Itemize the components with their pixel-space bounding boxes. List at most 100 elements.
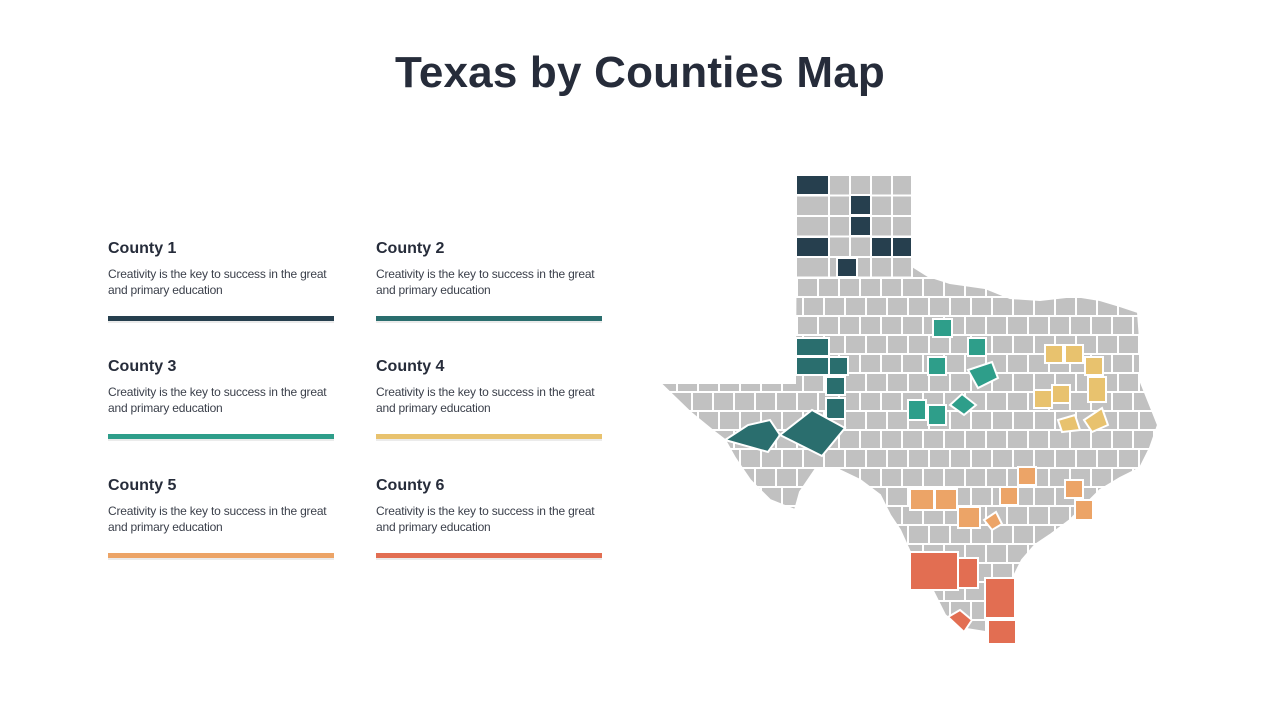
- county-cell: [1132, 543, 1155, 564]
- county-cell: [1111, 581, 1134, 602]
- page-title: Texas by Counties Map: [395, 48, 885, 97]
- county-cell: [1117, 600, 1140, 621]
- county-cell: [760, 524, 783, 545]
- county-cell: [676, 486, 699, 507]
- highlighted-county: [795, 356, 830, 376]
- county-cell: [718, 296, 741, 317]
- county-cell: [660, 334, 678, 355]
- county-cell: [1138, 638, 1158, 645]
- county-cell: [928, 638, 951, 645]
- county-cell: [907, 638, 930, 645]
- county-cell: [676, 524, 699, 545]
- legend-description: Creativity is the key to success in the …: [108, 267, 327, 297]
- county-cell: [1133, 658, 1154, 660]
- county-cell: [650, 658, 671, 660]
- county-cell: [760, 296, 783, 317]
- county-cell: [1117, 562, 1140, 583]
- legend-item-county-1: County 1 Creativity is the key to succes…: [108, 240, 334, 323]
- county-cell: [754, 581, 777, 602]
- county-cell: [838, 543, 861, 564]
- county-cell: [1160, 297, 1180, 316]
- county-cell: [1006, 277, 1029, 298]
- county-cell: [760, 638, 783, 645]
- county-cell: [660, 562, 678, 583]
- county-cell: [1138, 600, 1158, 621]
- county-cell: [739, 638, 762, 645]
- highlighted-county: [836, 257, 858, 278]
- county-cell: [712, 619, 735, 640]
- county-cell: [691, 581, 714, 602]
- county-cell: [734, 658, 755, 660]
- county-cell: [697, 296, 720, 317]
- county-cell: [1075, 562, 1098, 583]
- county-cell: [839, 658, 860, 660]
- county-cell: [670, 429, 693, 450]
- county-cell: [1054, 562, 1077, 583]
- county-cell: [1012, 600, 1035, 621]
- highlighted-county: [982, 510, 1004, 532]
- county-cell: [1090, 505, 1113, 526]
- county-cell: [660, 429, 672, 450]
- county-cell: [697, 486, 720, 507]
- highlighted-county: [849, 194, 872, 216]
- county-cell: [760, 562, 783, 583]
- county-cell: [712, 467, 735, 488]
- county-cell: [1033, 600, 1056, 621]
- county-cell: [923, 658, 944, 660]
- county-cell: [670, 581, 693, 602]
- county-cell: [718, 638, 741, 645]
- highlighted-county: [984, 577, 1016, 619]
- county-cell: [1033, 638, 1056, 645]
- county-cell: [1153, 581, 1158, 602]
- county-cell: [739, 486, 762, 507]
- county-cell: [1112, 658, 1133, 660]
- county-cell: [1111, 543, 1134, 564]
- county-cell: [670, 277, 693, 298]
- legend-title: County 5: [108, 477, 177, 494]
- county-cell: [1111, 505, 1134, 526]
- county-cell: [865, 524, 888, 545]
- county-cell: [713, 658, 734, 660]
- county-cell: [676, 334, 699, 355]
- county-cell: [775, 581, 798, 602]
- county-cell: [1090, 277, 1113, 298]
- county-cell: [691, 429, 714, 450]
- county-cell: [802, 600, 825, 621]
- county-cell: [823, 600, 846, 621]
- highlighted-county: [849, 215, 872, 237]
- county-cell: [838, 619, 861, 640]
- county-cell: [781, 600, 804, 621]
- county-cell: [754, 505, 777, 526]
- highlighted-county: [927, 356, 947, 376]
- county-cell: [844, 524, 867, 545]
- highlighted-county: [934, 488, 958, 511]
- county-cell: [1160, 525, 1180, 544]
- county-cell: [739, 562, 762, 583]
- county-cell: [718, 524, 741, 545]
- county-cell: [1091, 658, 1112, 660]
- county-cell: [944, 658, 965, 660]
- county-cell: [733, 543, 756, 564]
- county-cell: [733, 353, 756, 374]
- county-cell: [1090, 581, 1113, 602]
- county-cell: [886, 638, 909, 645]
- county-cell: [1138, 334, 1158, 355]
- county-cell: [691, 353, 714, 374]
- county-cell: [691, 619, 714, 640]
- county-cell: [1096, 524, 1119, 545]
- county-cell: [676, 448, 699, 469]
- highlighted-county: [946, 608, 974, 634]
- county-cell: [817, 543, 840, 564]
- texas-county-map: [650, 174, 1180, 660]
- county-cell: [796, 543, 819, 564]
- county-cell: [670, 467, 693, 488]
- county-cell: [844, 600, 867, 621]
- county-cell: [1069, 619, 1092, 640]
- county-cell: [1153, 429, 1158, 450]
- county-cell: [775, 619, 798, 640]
- county-cell: [1153, 543, 1158, 564]
- county-cell: [670, 315, 693, 336]
- county-cell: [660, 619, 672, 640]
- legend-title: County 3: [108, 358, 177, 375]
- county-cell: [670, 505, 693, 526]
